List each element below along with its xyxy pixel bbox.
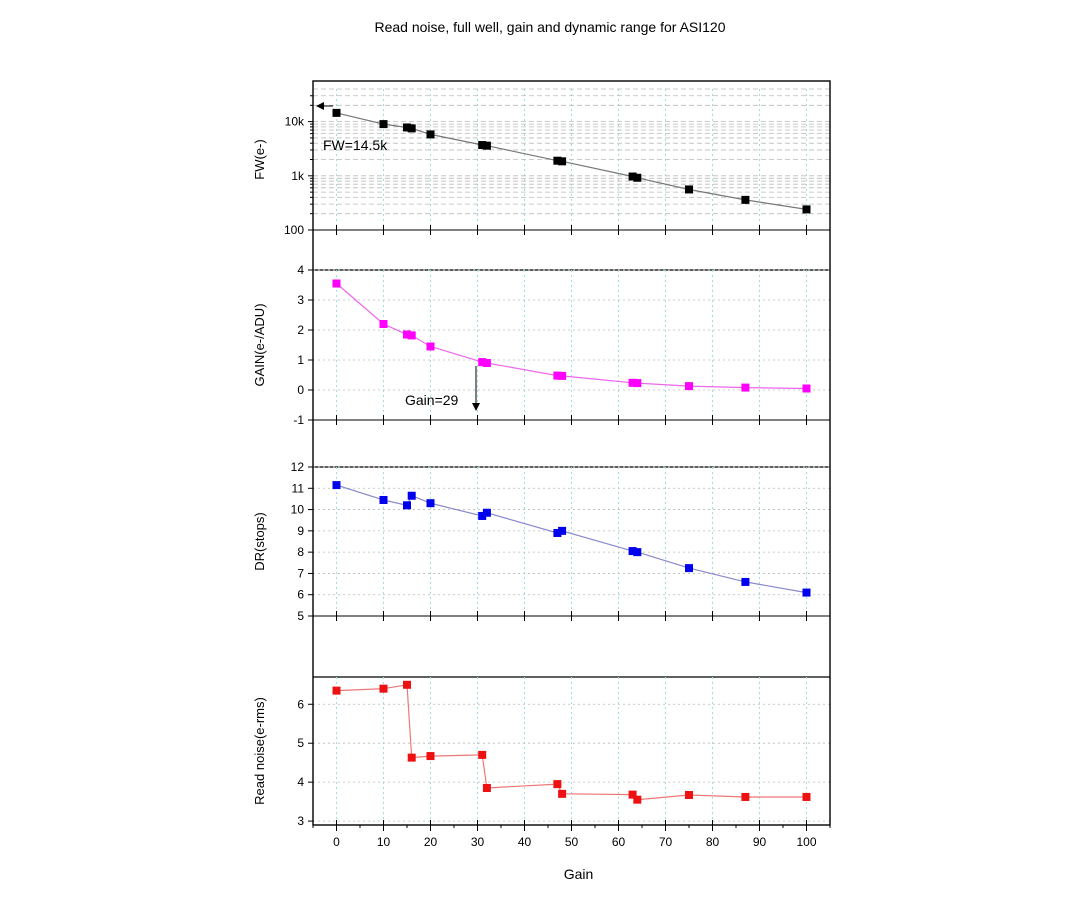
data-point (741, 383, 750, 392)
y-tick-label: 2 (297, 323, 304, 337)
series-line (336, 684, 807, 801)
data-point (633, 795, 642, 804)
data-point (403, 123, 411, 132)
x-tick-label: 20 (424, 835, 438, 849)
y-tick-label: 10 (291, 503, 305, 517)
x-tick-label: 80 (706, 835, 720, 849)
data-point (426, 499, 435, 508)
y-tick-label: 6 (297, 588, 304, 602)
data-point (332, 686, 341, 695)
data-point (379, 684, 388, 693)
y-tick-label: 12 (291, 460, 305, 474)
y-tick-label: 9 (297, 524, 304, 538)
data-point (478, 358, 487, 367)
data-point (628, 790, 637, 799)
data-point (628, 378, 637, 387)
y-axis-label: FW(e-) (252, 139, 267, 179)
x-tick-label: 40 (518, 835, 532, 849)
data-point (379, 320, 388, 328)
data-point (802, 588, 811, 597)
data-point (482, 508, 491, 517)
y-tick-label: 10k (285, 115, 305, 129)
data-point (741, 792, 750, 801)
data-point (407, 753, 416, 762)
data-point (407, 331, 416, 340)
data-point (426, 342, 435, 351)
data-point (628, 172, 637, 181)
y-tick-label: 5 (297, 736, 304, 750)
data-point (426, 130, 435, 139)
x-tick-label: 60 (612, 835, 626, 849)
x-tick-label: 100 (796, 835, 816, 849)
data-point (379, 120, 388, 129)
data-point (741, 195, 750, 204)
data-point (478, 511, 487, 520)
data-point (633, 173, 642, 182)
data-point (553, 528, 562, 537)
data-point (426, 752, 435, 761)
x-tick-label: 30 (471, 835, 485, 849)
data-point (685, 185, 693, 194)
y-tick-label: 1k (291, 169, 305, 183)
data-point (482, 784, 491, 792)
data-point (633, 379, 642, 388)
data-point (802, 384, 811, 393)
data-point (407, 124, 416, 133)
y-tick-label: 5 (297, 609, 304, 623)
data-point (403, 501, 411, 510)
data-point (633, 548, 642, 557)
y-axis-label: DR(stops) (252, 512, 267, 571)
data-point (553, 780, 562, 789)
data-point (403, 330, 411, 339)
y-tick-label: 3 (297, 293, 304, 307)
gain-annotation: Gain=29 (405, 392, 459, 408)
data-point (407, 491, 416, 500)
data-point (332, 108, 341, 117)
y-axis-label: GAIN(e-/ADU) (252, 303, 267, 386)
data-point (741, 577, 750, 586)
data-point (379, 495, 388, 504)
chart-title: Read noise, full well, gain and dynamic … (374, 19, 726, 35)
data-point (482, 359, 491, 367)
y-tick-label: 6 (297, 697, 304, 711)
data-point (802, 205, 811, 214)
data-point (403, 680, 411, 689)
data-point (478, 141, 487, 150)
x-tick-label: 0 (333, 835, 340, 849)
y-tick-label: 4 (297, 263, 304, 277)
y-tick-label: -1 (293, 413, 304, 427)
data-point (628, 547, 637, 556)
data-point (558, 526, 567, 535)
x-tick-label: 10 (377, 835, 391, 849)
data-point (685, 564, 693, 573)
data-point (685, 382, 693, 391)
y-tick-label: 0 (297, 383, 304, 397)
fw-annotation: FW=14.5k (323, 137, 388, 153)
x-tick-label: 70 (659, 835, 673, 849)
y-tick-label: 1 (297, 353, 304, 367)
data-point (553, 156, 562, 165)
data-point (482, 141, 491, 150)
data-point (802, 792, 811, 801)
y-tick-label: 8 (297, 545, 304, 559)
y-tick-label: 7 (297, 566, 304, 580)
data-point (553, 371, 562, 380)
data-point (558, 157, 567, 166)
x-tick-label: 90 (753, 835, 767, 849)
y-tick-label: 100 (284, 223, 304, 237)
data-point (332, 279, 341, 288)
data-point (478, 750, 487, 759)
x-axis-label: Gain (564, 866, 594, 882)
y-tick-label: 3 (297, 814, 304, 828)
y-axis-label: Read noise(e-rms) (252, 697, 267, 805)
data-point (558, 789, 567, 798)
data-point (685, 791, 693, 800)
y-tick-label: 11 (292, 481, 305, 495)
data-point (558, 371, 567, 380)
y-tick-label: 4 (297, 775, 304, 789)
data-point (332, 481, 341, 490)
x-tick-label: 50 (565, 835, 579, 849)
